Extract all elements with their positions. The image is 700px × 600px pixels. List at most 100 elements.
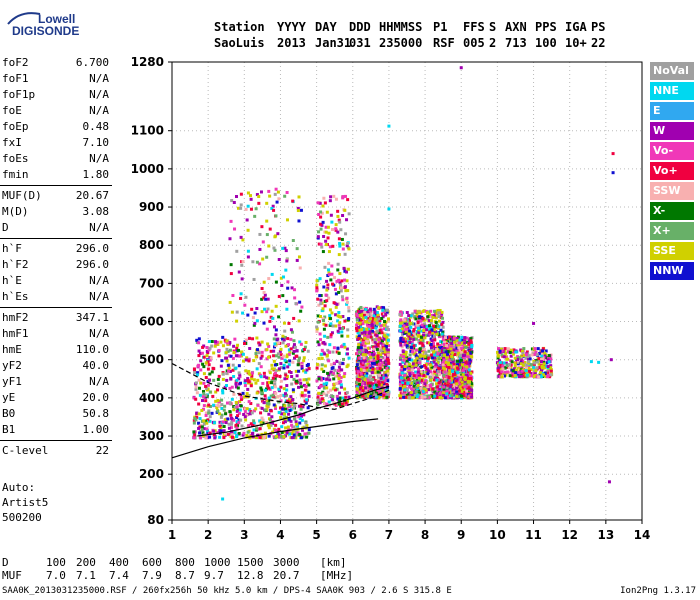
data-point [249, 422, 253, 426]
data-point [375, 334, 379, 338]
data-point [294, 430, 298, 434]
data-point [257, 351, 261, 355]
data-point [270, 367, 274, 371]
data-point [418, 396, 422, 400]
data-point [270, 363, 274, 367]
data-point [285, 374, 289, 378]
data-point [438, 334, 442, 338]
data-point [290, 423, 294, 427]
data-point [357, 394, 361, 398]
data-point [288, 350, 292, 354]
data-point [524, 353, 528, 357]
data-point [339, 228, 343, 232]
data-point [514, 368, 518, 372]
data-point [238, 354, 242, 358]
data-point [267, 355, 271, 359]
data-point [432, 334, 436, 338]
data-point [422, 328, 426, 332]
data-point [371, 378, 375, 382]
data-point [434, 316, 438, 320]
data-point [269, 394, 273, 398]
data-point [436, 388, 440, 392]
data-point [347, 356, 351, 360]
data-point [433, 394, 437, 398]
data-point [375, 366, 379, 370]
data-point [229, 413, 233, 417]
data-point [192, 430, 196, 434]
data-point [382, 393, 386, 397]
data-point [199, 368, 203, 372]
data-point [346, 289, 350, 293]
data-point [356, 374, 360, 378]
x-tick-label: 10 [489, 528, 506, 542]
data-point [197, 402, 201, 406]
data-point [412, 360, 416, 364]
data-point [305, 368, 309, 372]
data-point [336, 397, 340, 401]
data-point [469, 339, 473, 343]
data-point [428, 341, 432, 345]
data-point [279, 399, 283, 403]
data-point [452, 384, 456, 388]
data-point [331, 244, 335, 248]
data-point [512, 352, 516, 356]
data-point [200, 428, 204, 432]
data-point [327, 400, 331, 404]
param-row: h`F 296.0 [0, 242, 112, 256]
data-point [404, 362, 408, 366]
data-point [229, 354, 233, 358]
data-point [409, 321, 413, 325]
data-point [457, 357, 461, 361]
data-point [347, 309, 351, 313]
data-point [443, 370, 447, 374]
data-point [428, 325, 432, 329]
param-row: MUF(D) 20.67 [0, 189, 112, 203]
data-point [250, 377, 254, 381]
data-point [283, 412, 287, 416]
data-point [321, 220, 325, 224]
data-point [429, 378, 433, 382]
data-point [328, 314, 332, 318]
data-point [333, 276, 337, 280]
data-point [274, 280, 278, 284]
data-point [305, 435, 309, 439]
data-point [296, 431, 300, 435]
data-point [325, 393, 329, 397]
data-point [338, 241, 342, 245]
data-point [405, 344, 409, 348]
data-point [379, 353, 383, 357]
data-point [365, 372, 369, 376]
data-point [291, 360, 295, 364]
data-point [432, 360, 436, 364]
data-point [425, 390, 429, 394]
data-point [424, 351, 428, 355]
data-point [399, 318, 403, 322]
data-point [406, 393, 410, 397]
data-point [300, 418, 304, 422]
data-point [549, 357, 553, 361]
data-point [359, 343, 363, 347]
data-point [210, 340, 214, 344]
legend-item: X- [650, 202, 694, 220]
data-point [322, 340, 326, 344]
data-point [258, 247, 262, 251]
data-point [457, 389, 461, 393]
data-point [383, 334, 387, 338]
logo-brand-bottom: DIGISONDE [12, 24, 80, 38]
data-point [506, 350, 510, 354]
data-point [414, 370, 418, 374]
data-point [435, 312, 439, 316]
data-point [386, 392, 390, 396]
data-point [239, 395, 243, 399]
data-point [424, 363, 428, 367]
data-point [265, 201, 269, 205]
header-label: PPS [535, 20, 557, 34]
data-point [335, 381, 339, 385]
data-point [306, 349, 310, 353]
data-point [533, 353, 537, 357]
data-point [317, 391, 321, 395]
data-point [417, 374, 421, 378]
data-point [398, 378, 402, 382]
data-point [263, 293, 267, 297]
data-point [364, 346, 368, 350]
